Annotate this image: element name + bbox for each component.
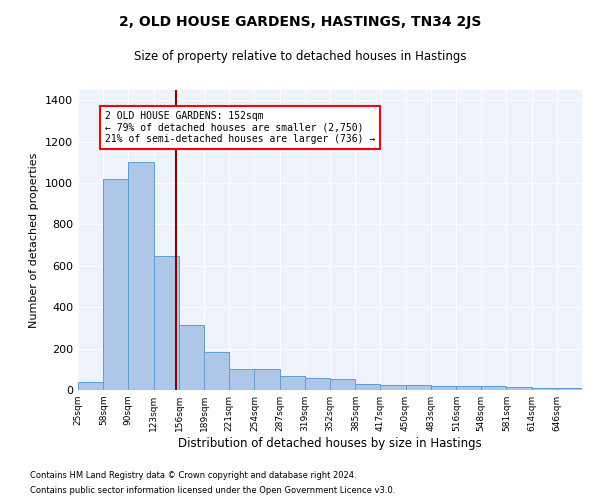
Bar [406,385,431,390]
Bar [229,370,254,390]
Bar [532,388,557,390]
Bar [179,325,205,390]
Bar [103,179,128,390]
Bar [506,387,532,390]
Text: 2, OLD HOUSE GARDENS, HASTINGS, TN34 2JS: 2, OLD HOUSE GARDENS, HASTINGS, TN34 2JS [119,15,481,29]
Bar [305,378,330,390]
Bar [457,386,481,390]
Text: Contains HM Land Registry data © Crown copyright and database right 2024.: Contains HM Land Registry data © Crown c… [30,471,356,480]
Text: 2 OLD HOUSE GARDENS: 152sqm
← 79% of detached houses are smaller (2,750)
21% of : 2 OLD HOUSE GARDENS: 152sqm ← 79% of det… [105,110,375,144]
Text: Size of property relative to detached houses in Hastings: Size of property relative to detached ho… [134,50,466,63]
Bar [280,376,305,390]
Bar [128,162,154,390]
Bar [254,370,280,390]
Bar [557,388,582,390]
Bar [481,386,506,390]
Bar [78,382,103,390]
Text: Contains public sector information licensed under the Open Government Licence v3: Contains public sector information licen… [30,486,395,495]
Bar [154,256,179,390]
Bar [431,386,457,390]
Bar [330,378,355,390]
X-axis label: Distribution of detached houses by size in Hastings: Distribution of detached houses by size … [178,437,482,450]
Bar [205,352,229,390]
Bar [380,385,406,390]
Bar [355,384,380,390]
Y-axis label: Number of detached properties: Number of detached properties [29,152,40,328]
